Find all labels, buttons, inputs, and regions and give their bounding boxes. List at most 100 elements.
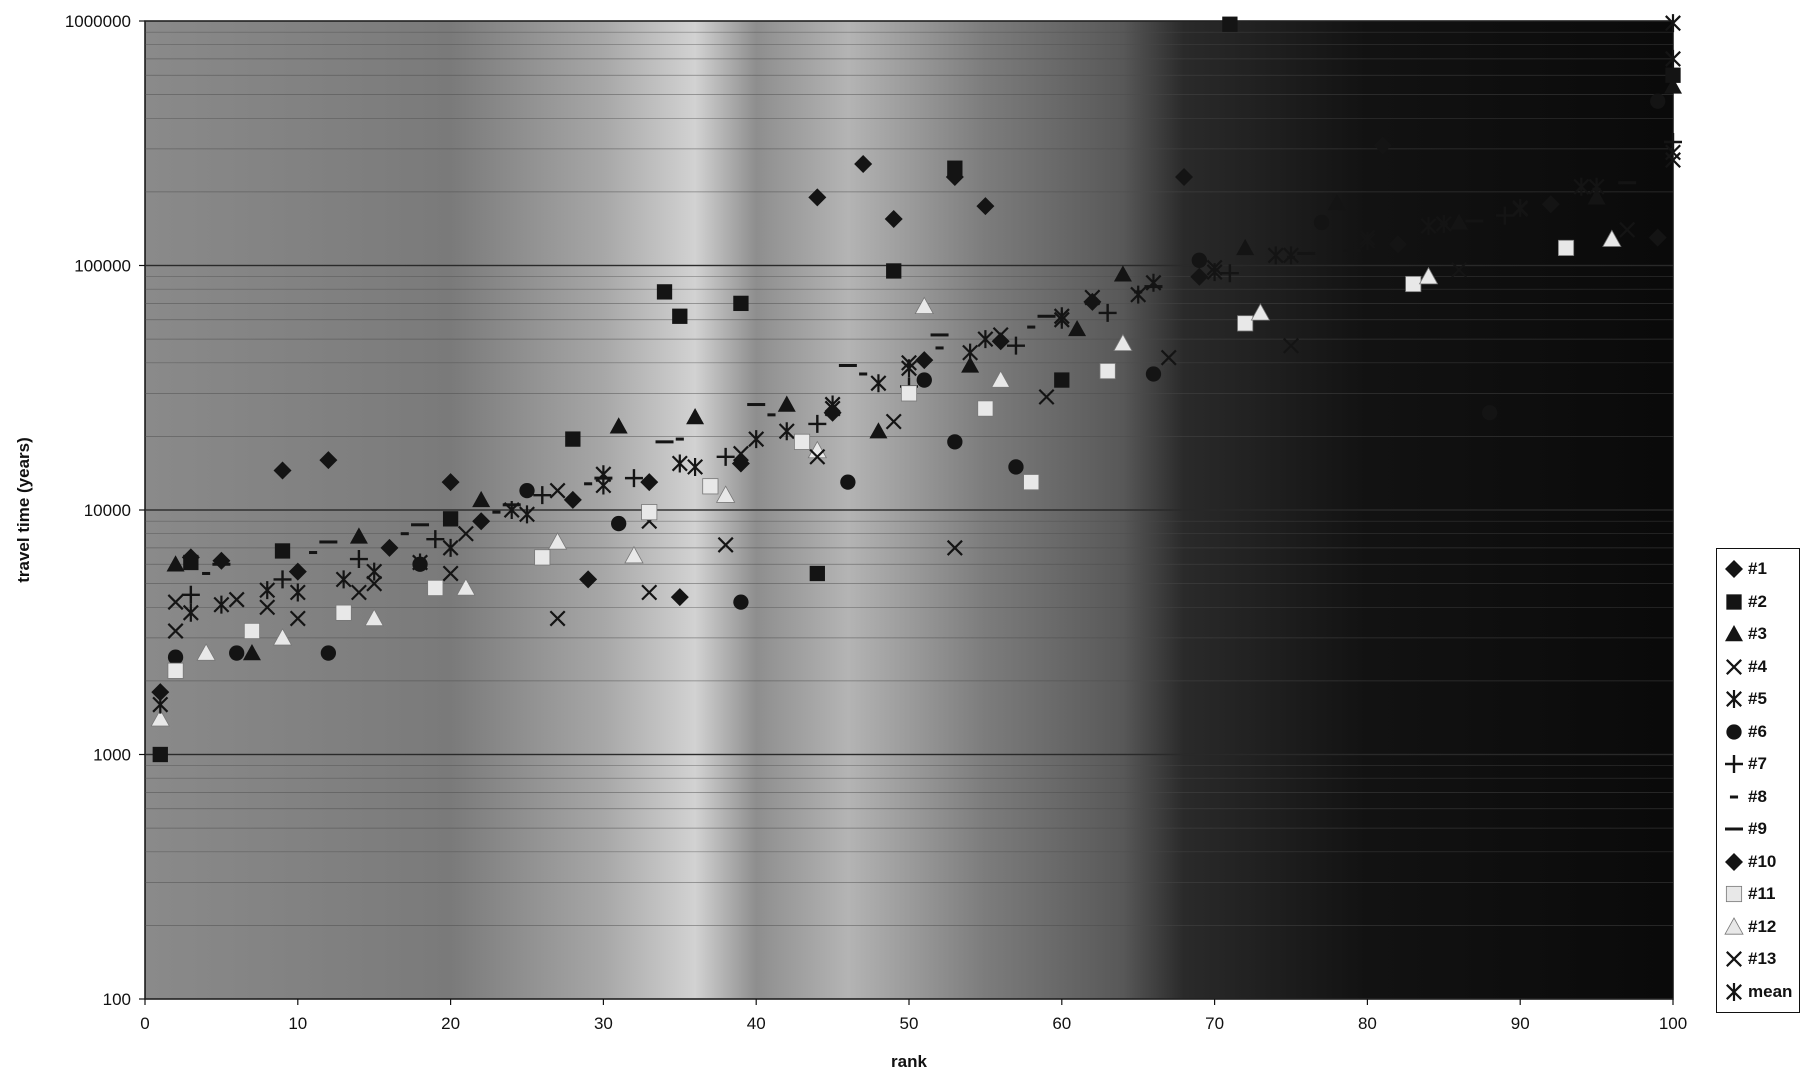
legend-marker-square-icon [1726,594,1742,610]
point-series-5 [1267,246,1284,265]
point-series-3 [1450,213,1469,230]
point-series-11 [1237,315,1254,332]
point-series-3 [242,644,261,661]
point-series-7 [181,585,200,604]
point-series-2 [733,295,749,312]
point-series-5 [870,374,887,393]
point-series-14 [1359,231,1376,250]
point-series-10 [288,562,307,581]
x-tick-label: 50 [900,1014,919,1033]
point-series-8 [202,571,211,575]
point-series-14 [213,595,230,614]
point-series-1 [1373,136,1392,155]
legend-label: #8 [1748,786,1767,806]
point-series-14 [519,505,535,524]
point-series-5 [1665,49,1681,68]
point-series-10 [731,454,750,473]
legend-label: #13 [1748,949,1777,969]
point-series-8 [767,413,776,417]
point-series-2 [672,308,688,324]
legend-marker-asterisk-icon [1726,982,1742,1001]
point-series-7 [1006,336,1025,355]
point-series-8 [1027,325,1036,329]
point-series-5 [1420,217,1437,236]
point-series-7 [716,447,735,466]
x-tick-label: 80 [1358,1014,1377,1033]
y-axis-label: travel time (years) [14,437,33,583]
point-series-2 [152,746,168,763]
point-series-9 [655,440,674,444]
point-series-1 [670,588,689,607]
point-series-7 [1664,132,1682,151]
point-series-9 [1618,181,1637,185]
point-series-11 [167,662,184,679]
point-series-13 [549,610,566,627]
point-series-14 [901,359,917,378]
point-series-1 [319,451,338,470]
point-series-14 [671,454,688,473]
point-series-4 [228,591,245,608]
data-points [150,14,1682,763]
legend-label: #1 [1748,559,1767,579]
point-series-6 [733,594,749,610]
point-series-14 [1053,307,1070,326]
legend-item: #13 [1723,943,1793,976]
x-tick-label: 100 [1659,1014,1687,1033]
legend: #1 #2 #3 #4 #5 #6 #7 #8 #9 #10 #11 #12 #13 mean [1716,548,1800,1013]
legend-item: #12 [1723,911,1793,944]
point-series-8 [309,551,318,555]
point-series-14 [1130,285,1147,304]
point-series-13 [717,536,734,553]
point-series-2 [656,284,673,300]
point-series-3 [1587,188,1606,205]
point-series-14 [1435,214,1452,233]
point-series-13 [809,448,826,465]
point-series-8 [935,346,944,350]
point-series-8 [584,482,593,486]
legend-item: #5 [1723,683,1793,716]
point-series-6 [167,649,184,665]
point-series-12 [1602,229,1622,247]
point-series-12 [456,578,476,596]
legend-marker-dash-icon [1729,795,1739,799]
point-series-6 [947,434,963,450]
point-series-7 [273,570,292,589]
point-series-14 [1588,177,1605,196]
x-tick-label: 40 [747,1014,766,1033]
point-series-5 [182,603,199,622]
legend-symbol [1725,827,1743,831]
point-series-4 [1665,152,1681,169]
legend-item: #6 [1723,716,1793,749]
point-series-11 [534,549,551,566]
point-series-2 [1665,67,1681,83]
point-series-3 [686,408,705,425]
point-series-7 [1343,241,1362,260]
x-tick-label: 30 [594,1014,613,1033]
point-series-1 [1175,168,1194,187]
point-series-14 [748,430,765,449]
point-series-13 [167,594,184,611]
point-series-6 [840,474,856,490]
legend-symbol [1725,886,1743,903]
legend-marker-square-light-icon [1725,886,1743,903]
y-tick-label: 1000 [93,746,131,765]
point-series-11 [1405,275,1422,293]
point-series-13 [350,584,367,601]
point-series-9 [1465,219,1484,223]
legend-item: #1 [1723,553,1793,586]
legend-symbol [1725,560,1743,579]
point-series-11 [243,622,261,640]
point-series-9 [1144,285,1163,289]
x-tick-label: 10 [288,1014,307,1033]
point-series-12 [914,296,934,315]
point-series-12 [150,708,170,727]
point-series-4 [457,525,474,542]
point-series-7 [1220,264,1239,283]
point-series-8 [675,437,684,441]
point-series-11 [1023,474,1040,491]
point-series-7 [533,486,552,505]
legend-label: #3 [1748,624,1767,644]
point-series-10 [915,351,934,370]
point-series-4 [366,575,383,592]
point-series-10 [1541,195,1560,214]
